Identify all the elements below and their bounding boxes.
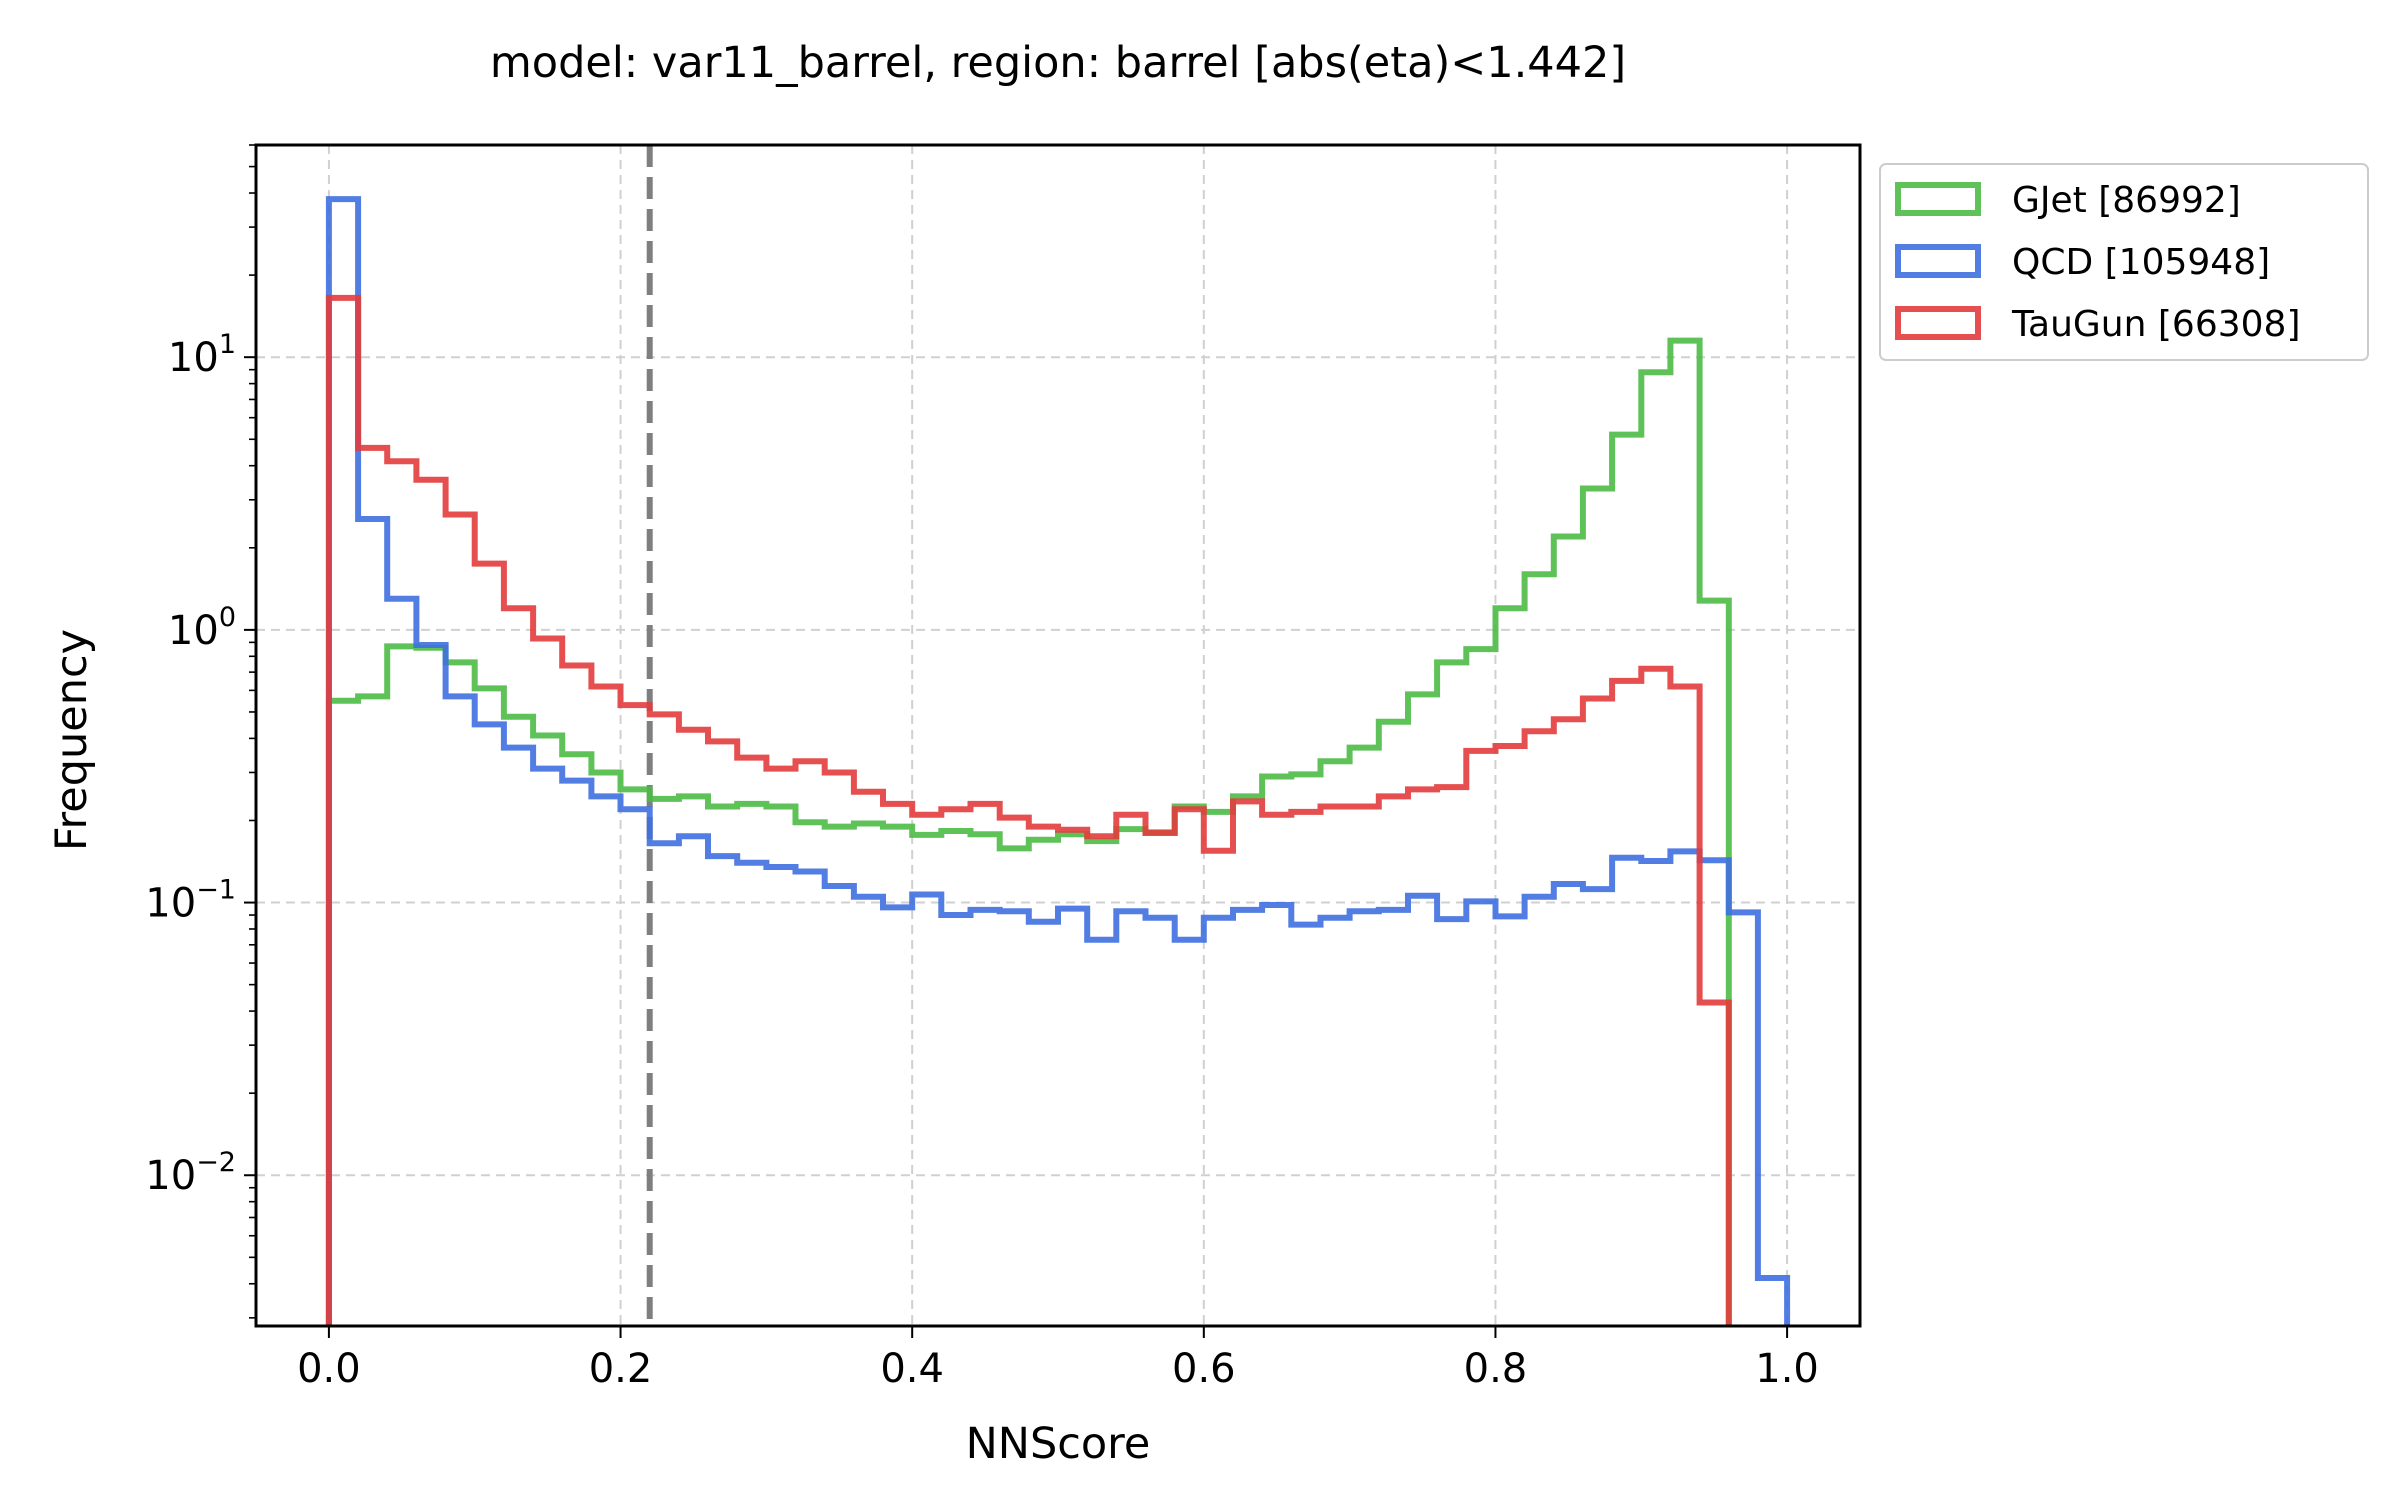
- legend-entry-label: TauGun [66308]: [2011, 304, 2301, 345]
- y-tick-exponent: 1: [219, 329, 236, 360]
- legend: GJet [86992] QCD [105948] TauGun [66308]: [1879, 163, 2369, 361]
- legend-swatch: [1895, 182, 1981, 216]
- legend-swatch: [1895, 306, 1981, 340]
- grid-layer: [256, 145, 1860, 1326]
- x-axis-label: NNScore: [966, 1419, 1151, 1469]
- y-axis-label: Frequency: [47, 629, 97, 851]
- y-tick-base: 10: [145, 1153, 196, 1199]
- legend-swatch: [1895, 244, 1981, 278]
- series-layer: [325, 196, 1791, 1326]
- legend-entry-label: QCD [105948]: [2012, 242, 2270, 283]
- x-tick-label: 0.6: [1172, 1346, 1236, 1392]
- x-tick-label: 0.2: [589, 1346, 653, 1392]
- legend-frame: [1879, 163, 2369, 361]
- series-line-gjet: [325, 337, 1732, 1326]
- chart-title: model: var11_barrel, region: barrel [abs…: [490, 38, 1626, 88]
- plot-frame: [254, 143, 1862, 1328]
- x-tick-label: 0.0: [297, 1346, 361, 1392]
- y-tick-label: 10−1: [145, 875, 236, 927]
- y-tick-exponent: −2: [196, 1147, 236, 1178]
- legend-entry-label: GJet [86992]: [2012, 180, 2241, 221]
- x-tick-label: 1.0: [1755, 1346, 1819, 1392]
- y-tick-base: 10: [168, 335, 219, 381]
- series-line-taugun: [325, 294, 1732, 1326]
- y-tick-base: 10: [168, 608, 219, 654]
- y-tick-base: 10: [145, 881, 196, 927]
- x-tick-label: 0.8: [1464, 1346, 1528, 1392]
- y-tick-exponent: −1: [196, 875, 236, 906]
- y-tick-exponent: 0: [219, 602, 236, 633]
- y-tick-label: 101: [168, 329, 236, 381]
- y-tick-label: 100: [168, 602, 236, 654]
- y-tick-label: 10−2: [145, 1147, 236, 1199]
- x-tick-label: 0.4: [880, 1346, 944, 1392]
- series-line-qcd: [325, 196, 1791, 1326]
